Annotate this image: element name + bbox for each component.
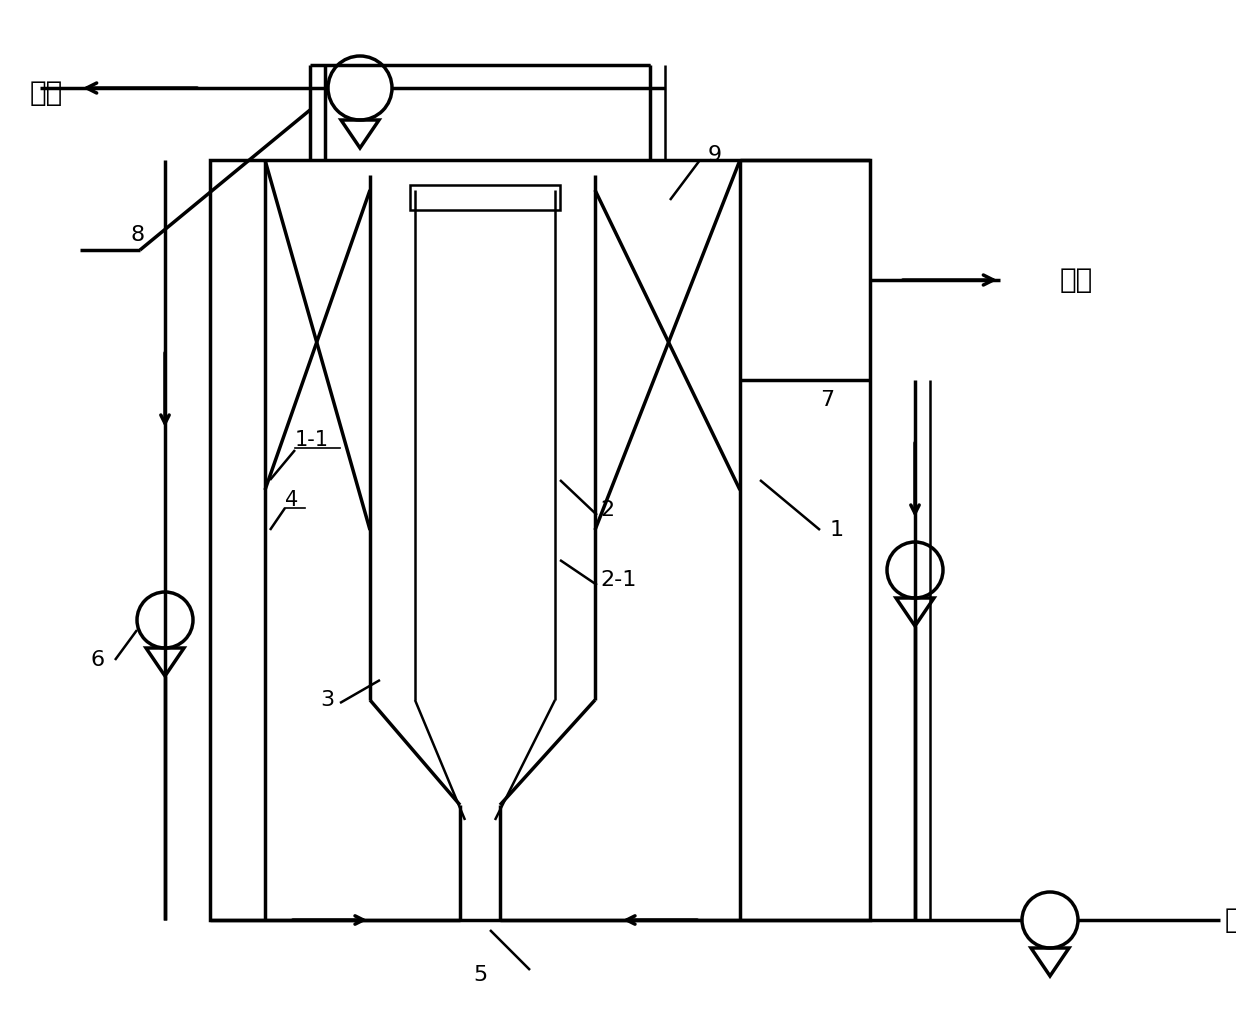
Text: 出水: 出水 — [30, 79, 63, 107]
Text: 7: 7 — [819, 390, 834, 410]
Text: 6: 6 — [90, 650, 104, 670]
Text: 2-1: 2-1 — [599, 570, 637, 590]
Text: 气体: 气体 — [1060, 266, 1094, 294]
Text: 4: 4 — [286, 490, 298, 510]
Bar — [210, 160, 870, 920]
Text: 1: 1 — [831, 520, 844, 540]
Text: 2: 2 — [599, 500, 614, 520]
Text: 3: 3 — [320, 690, 334, 710]
Text: 8: 8 — [130, 225, 145, 245]
Text: 进水: 进水 — [1225, 906, 1236, 934]
Text: 5: 5 — [473, 965, 487, 985]
Text: 9: 9 — [708, 145, 722, 166]
Bar — [410, 185, 560, 210]
Text: 1-1: 1-1 — [295, 430, 329, 450]
